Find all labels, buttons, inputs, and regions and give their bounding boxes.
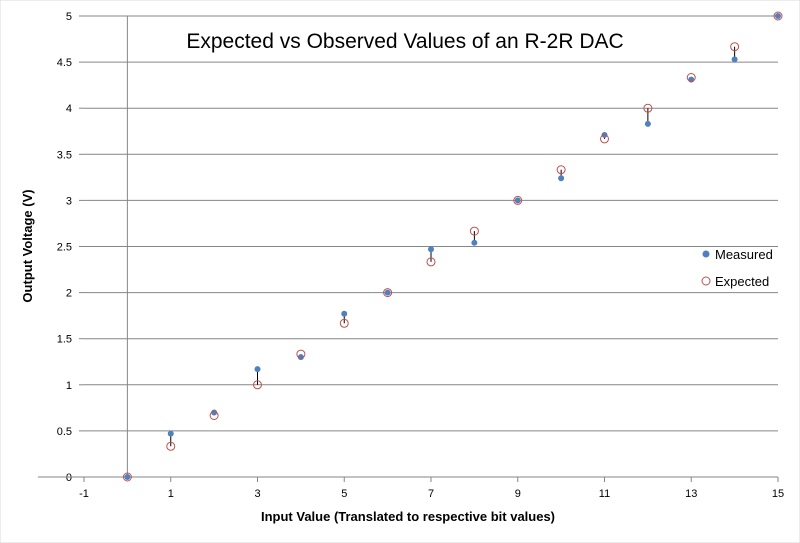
y-tick-label: 4 <box>66 103 72 115</box>
x-tick-label: 11 <box>599 488 610 500</box>
expected-point <box>253 380 262 390</box>
expected-point <box>686 72 696 82</box>
expected-point <box>513 195 523 205</box>
y-tick-label: 3 <box>66 195 72 207</box>
measured-point <box>731 56 738 63</box>
measured-point <box>254 366 261 373</box>
expected-point <box>339 318 349 328</box>
measured-point <box>428 246 434 253</box>
expected-point <box>209 411 219 421</box>
y-tick-label: 0.5 <box>57 426 72 438</box>
x-tick-label: 5 <box>341 488 347 500</box>
expected-point <box>296 349 306 359</box>
legend-measured-label: Measured <box>715 247 773 262</box>
expected-point <box>122 472 132 482</box>
y-tick-label: 5 <box>66 11 72 23</box>
expected-point <box>469 226 479 236</box>
x-tick-label: 3 <box>254 488 260 500</box>
legend-expected-marker <box>701 276 711 286</box>
y-tick-label: 2.5 <box>57 242 72 254</box>
expected-point <box>556 165 566 175</box>
y-tick-label: 1 <box>66 380 72 392</box>
expected-point <box>643 103 653 113</box>
expected-point <box>383 288 393 298</box>
measured-point <box>211 409 218 416</box>
x-tick-label: 9 <box>515 488 521 500</box>
x-tick-label: 13 <box>685 488 697 500</box>
x-tick-label: 7 <box>428 488 434 500</box>
y-axis-label: Output Voltage (V) <box>20 189 35 302</box>
y-tick-label: 4.5 <box>57 57 72 69</box>
measured-point <box>558 175 565 182</box>
data-points <box>122 11 783 482</box>
expected-point <box>426 257 436 267</box>
measured-point <box>514 197 521 204</box>
measured-point <box>644 120 651 127</box>
legend: Measured Expected <box>701 247 773 289</box>
measured-point <box>384 289 391 296</box>
y-tick-label: 2 <box>66 288 72 300</box>
measured-point <box>775 13 781 19</box>
measured-point <box>167 430 174 437</box>
expected-point <box>730 42 740 52</box>
expected-point <box>166 441 176 451</box>
axes: 00.511.522.533.544.55-1 1 3 5 7 9 11 13 15 <box>38 11 784 500</box>
measured-point <box>297 354 304 361</box>
expected-point <box>600 134 609 144</box>
measured-point <box>471 239 478 246</box>
y-tick-label: 1.5 <box>57 334 72 346</box>
x-tick-label: 1 <box>168 488 174 500</box>
x-tick-label: 15 <box>772 488 784 500</box>
y-tick-label: 0 <box>66 472 72 484</box>
chart-title: Expected vs Observed Values of an R-2R D… <box>186 30 623 53</box>
legend-expected-label: Expected <box>715 274 769 289</box>
expected-point <box>773 11 783 21</box>
measured-point <box>124 474 131 480</box>
measured-point <box>341 310 348 317</box>
x-axis-label: Input Value (Translated to respective bi… <box>261 509 555 524</box>
y-tick-label: 3.5 <box>57 149 72 161</box>
legend-measured-marker <box>702 250 710 258</box>
x-tick-label: -1 <box>79 488 89 500</box>
